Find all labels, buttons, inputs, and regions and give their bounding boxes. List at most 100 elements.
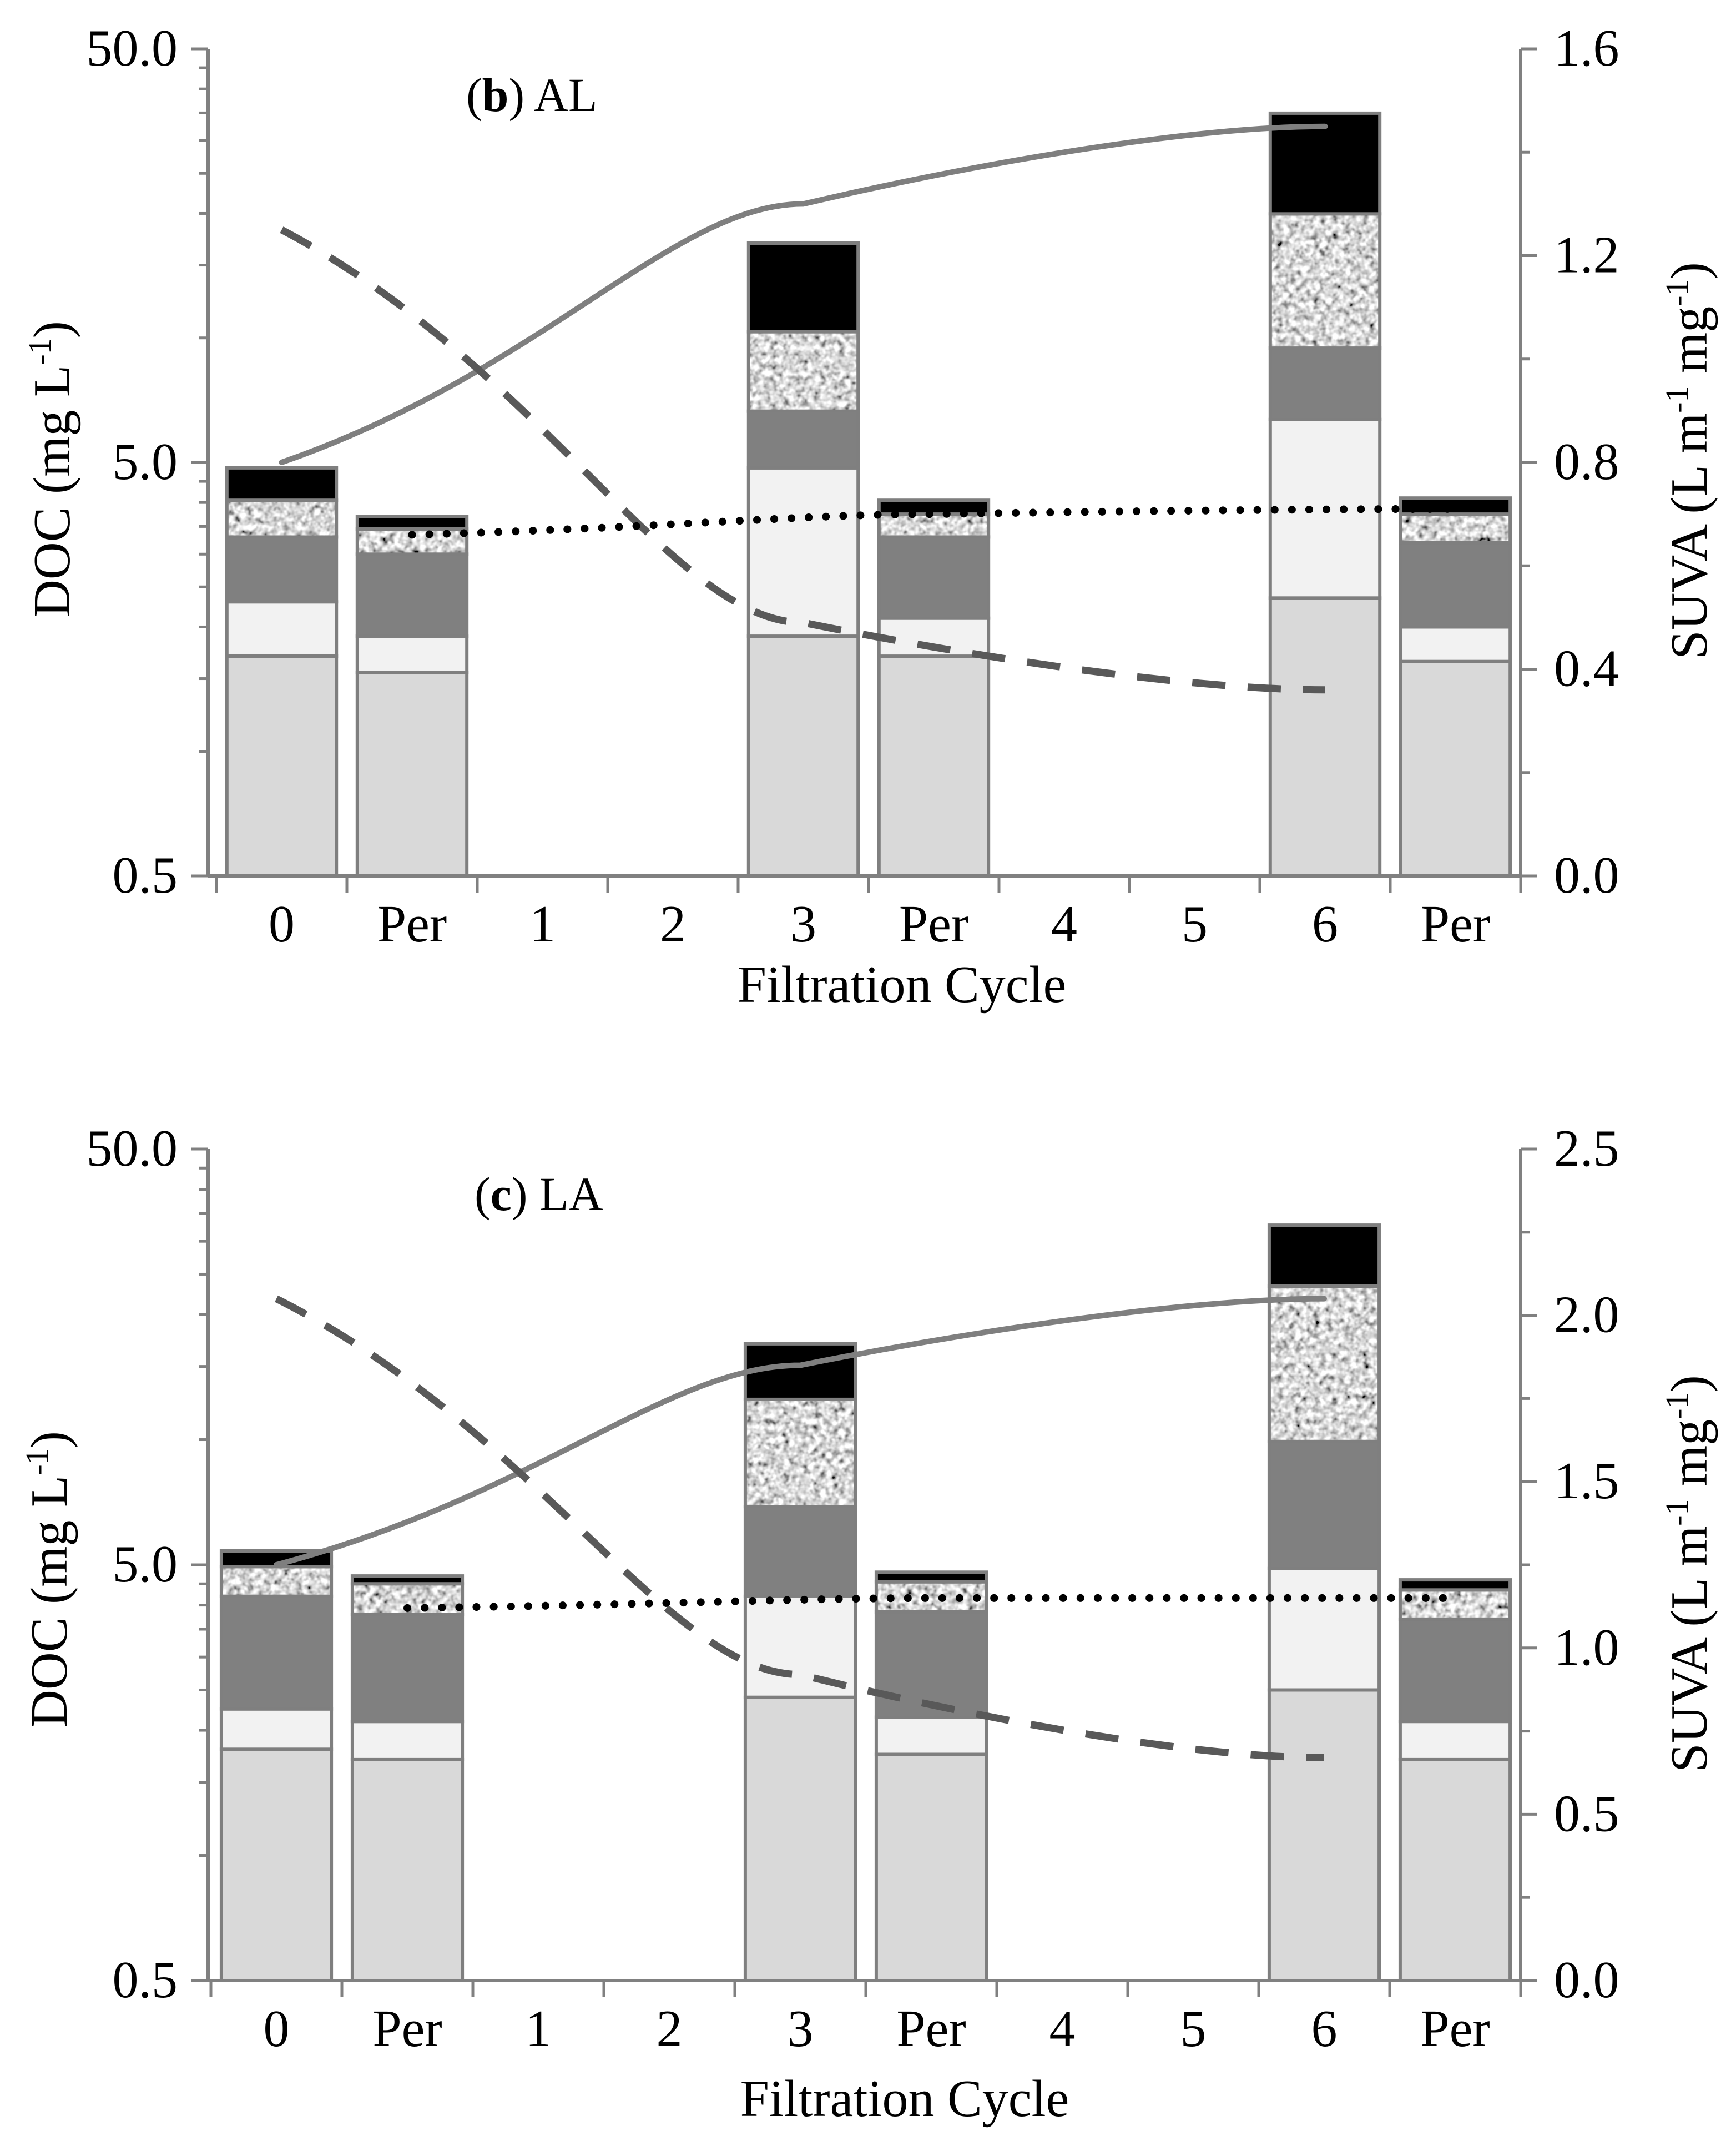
chart-title: (c) LA — [475, 1167, 603, 1221]
y2-tick-label: 0.8 — [1554, 433, 1619, 491]
bar-segment-fraction-3-Per — [1398, 1617, 1512, 1724]
y-tick-label: 0.5 — [113, 847, 178, 904]
suva-line-dashed — [275, 1295, 1325, 1762]
bar-segment-fraction-3-0 — [225, 535, 339, 604]
x-tick-label: 5 — [1182, 895, 1208, 953]
bar-segment-fraction-5-3 — [743, 1342, 857, 1401]
bar-segment-fraction-4-0 — [225, 498, 339, 539]
suva-line-solid — [279, 123, 1328, 465]
x-tick-label: 5 — [1180, 2000, 1207, 2058]
bar-segment-fraction-2-Per — [355, 634, 469, 674]
bar-segment-fraction-5-0 — [225, 466, 339, 502]
x-tick-label: Per — [372, 2000, 442, 2058]
chart-panel-b: 50.0 5.0 0.5 1.6 1.2 0.8 0.4 0.0 0 Per 1 2 3 Per 4 5 6 Pe… — [22, 19, 1718, 1014]
y2-tick-label: 1.5 — [1554, 1452, 1619, 1510]
bar-segment-fraction-2-Per — [1398, 1720, 1512, 1761]
x-tick-label: 6 — [1312, 895, 1338, 953]
bar-segment-fraction-3-Per — [355, 552, 469, 638]
y-tick-label: 5.0 — [113, 433, 178, 491]
bar-segment-fraction-4-6 — [1268, 212, 1382, 350]
y2-tick-label: 0.0 — [1554, 1951, 1619, 2009]
y2-tick-label: 1.6 — [1554, 19, 1619, 77]
bar-segment-fraction-1-0 — [219, 1747, 334, 1983]
bar-segment-fraction-3-3 — [743, 1505, 857, 1598]
bar-segment-fraction-5-6 — [1267, 1223, 1381, 1288]
bar-segment-fraction-3-Per — [877, 535, 991, 620]
bar-segment-fraction-1-Per — [877, 654, 991, 878]
bar-segment-fraction-3-Per — [350, 1613, 465, 1724]
x-tick-label: 4 — [1051, 895, 1077, 953]
y-tick-label: 0.5 — [113, 1951, 178, 2009]
x-tick-label: 6 — [1311, 2000, 1338, 2058]
bar-segment-fraction-5-3 — [746, 241, 860, 334]
y2-tick-label: 0.4 — [1554, 640, 1619, 698]
bar-segment-fraction-1-3 — [743, 1695, 857, 1983]
bar-segment-fraction-3-6 — [1267, 1439, 1381, 1570]
x-tick-label: 1 — [526, 2000, 552, 2058]
y-tick-label: 50.0 — [87, 19, 178, 77]
y2-tick-label: 2.0 — [1554, 1286, 1619, 1344]
bar-segment-fraction-1-Per — [874, 1752, 988, 1982]
x-tick-label: 0 — [264, 2000, 290, 2058]
bar-segment-fraction-4-3 — [743, 1397, 857, 1509]
x-tick-label: 2 — [660, 895, 686, 953]
y-axis-label: DOC (mg L-1) — [22, 321, 81, 617]
x-tick-label: Per — [1420, 2000, 1490, 2058]
y2-tick-label: 1.2 — [1554, 226, 1619, 284]
bar-segment-fraction-4-3 — [746, 330, 860, 413]
bar-segment-fraction-4-Per — [1398, 1588, 1512, 1621]
bar-segment-fraction-1-3 — [746, 634, 860, 878]
axes — [191, 47, 1537, 893]
bar-segment-fraction-1-6 — [1267, 1688, 1381, 1982]
y2-tick-label: 1.0 — [1554, 1619, 1619, 1676]
bar-segment-fraction-2-6 — [1267, 1566, 1381, 1692]
bar-segment-fraction-4-0 — [219, 1565, 334, 1598]
y2-tick-label: 2.5 — [1554, 1120, 1619, 1177]
suva-line-solid — [274, 1296, 1327, 1568]
y2-tick-label: 0.0 — [1554, 847, 1619, 904]
bar-segment-fraction-5-Per — [355, 515, 469, 531]
suva-line-dashed — [280, 226, 1325, 694]
bar-segment-fraction-3-6 — [1268, 346, 1382, 421]
bar-group — [225, 111, 1512, 878]
bar-segment-fraction-1-Per — [1399, 659, 1512, 878]
x-tick-label: 0 — [269, 895, 295, 953]
bar-segment-fraction-5-Per — [350, 1574, 465, 1586]
y-axis-label: DOC (mg L-1) — [19, 1431, 78, 1727]
x-tick-label: Per — [1421, 895, 1490, 953]
bar-segment-fraction-4-Per — [1399, 512, 1512, 545]
bar-segment-fraction-1-0 — [225, 654, 339, 878]
x-tick-label: Per — [896, 2000, 966, 2058]
x-tick-label: Per — [377, 895, 447, 953]
x-tick-label: 1 — [529, 895, 556, 953]
chart-panel-c: 50.0 5.0 0.5 2.5 2.0 1.5 1.0 0.5 0.0 0 Per 1 2 3 Per 4 5… — [19, 1120, 1718, 2128]
tick-labels: 50.0 5.0 0.5 1.6 1.2 0.8 0.4 0.0 0 Per 1 2 3 Per 4 5 6 Pe… — [87, 19, 1619, 953]
bar-segment-fraction-1-6 — [1268, 596, 1382, 878]
axes — [191, 1147, 1537, 1997]
bar-segment-fraction-2-3 — [746, 466, 860, 638]
y-tick-label: 50.0 — [87, 1120, 178, 1177]
x-tick-label: Per — [899, 895, 968, 953]
x-tick-label: 3 — [790, 895, 816, 953]
bar-segment-fraction-2-Per — [350, 1720, 465, 1761]
bar-segment-fraction-2-Per — [874, 1715, 988, 1756]
chart-title: (b) AL — [466, 68, 598, 122]
suva-line-dotted — [408, 505, 1460, 539]
tick-labels: 50.0 5.0 0.5 2.5 2.0 1.5 1.0 0.5 0.0 0 Per 1 2 3 Per 4 5… — [87, 1120, 1619, 2058]
y2-axis-label: SUVA (L m-1 mg-1) — [1659, 262, 1718, 659]
x-axis-label: Filtration Cycle — [740, 2070, 1069, 2128]
y-tick-label: 5.0 — [113, 1535, 178, 1593]
bar-segment-fraction-4-6 — [1267, 1284, 1381, 1443]
x-axis-label: Filtration Cycle — [738, 956, 1067, 1014]
bar-segment-fraction-5-Per — [1398, 1578, 1512, 1592]
bar-segment-fraction-1-Per — [1398, 1757, 1512, 1982]
x-tick-label: 4 — [1049, 2000, 1076, 2058]
bar-segment-fraction-1-Per — [355, 671, 469, 878]
bar-segment-fraction-3-Per — [1399, 541, 1512, 629]
x-tick-label: 2 — [657, 2000, 683, 2058]
line-group — [274, 1295, 1459, 1762]
bar-segment-fraction-5-Per — [874, 1570, 988, 1584]
line-group — [279, 123, 1460, 694]
bar-segment-fraction-5-Per — [877, 498, 991, 516]
